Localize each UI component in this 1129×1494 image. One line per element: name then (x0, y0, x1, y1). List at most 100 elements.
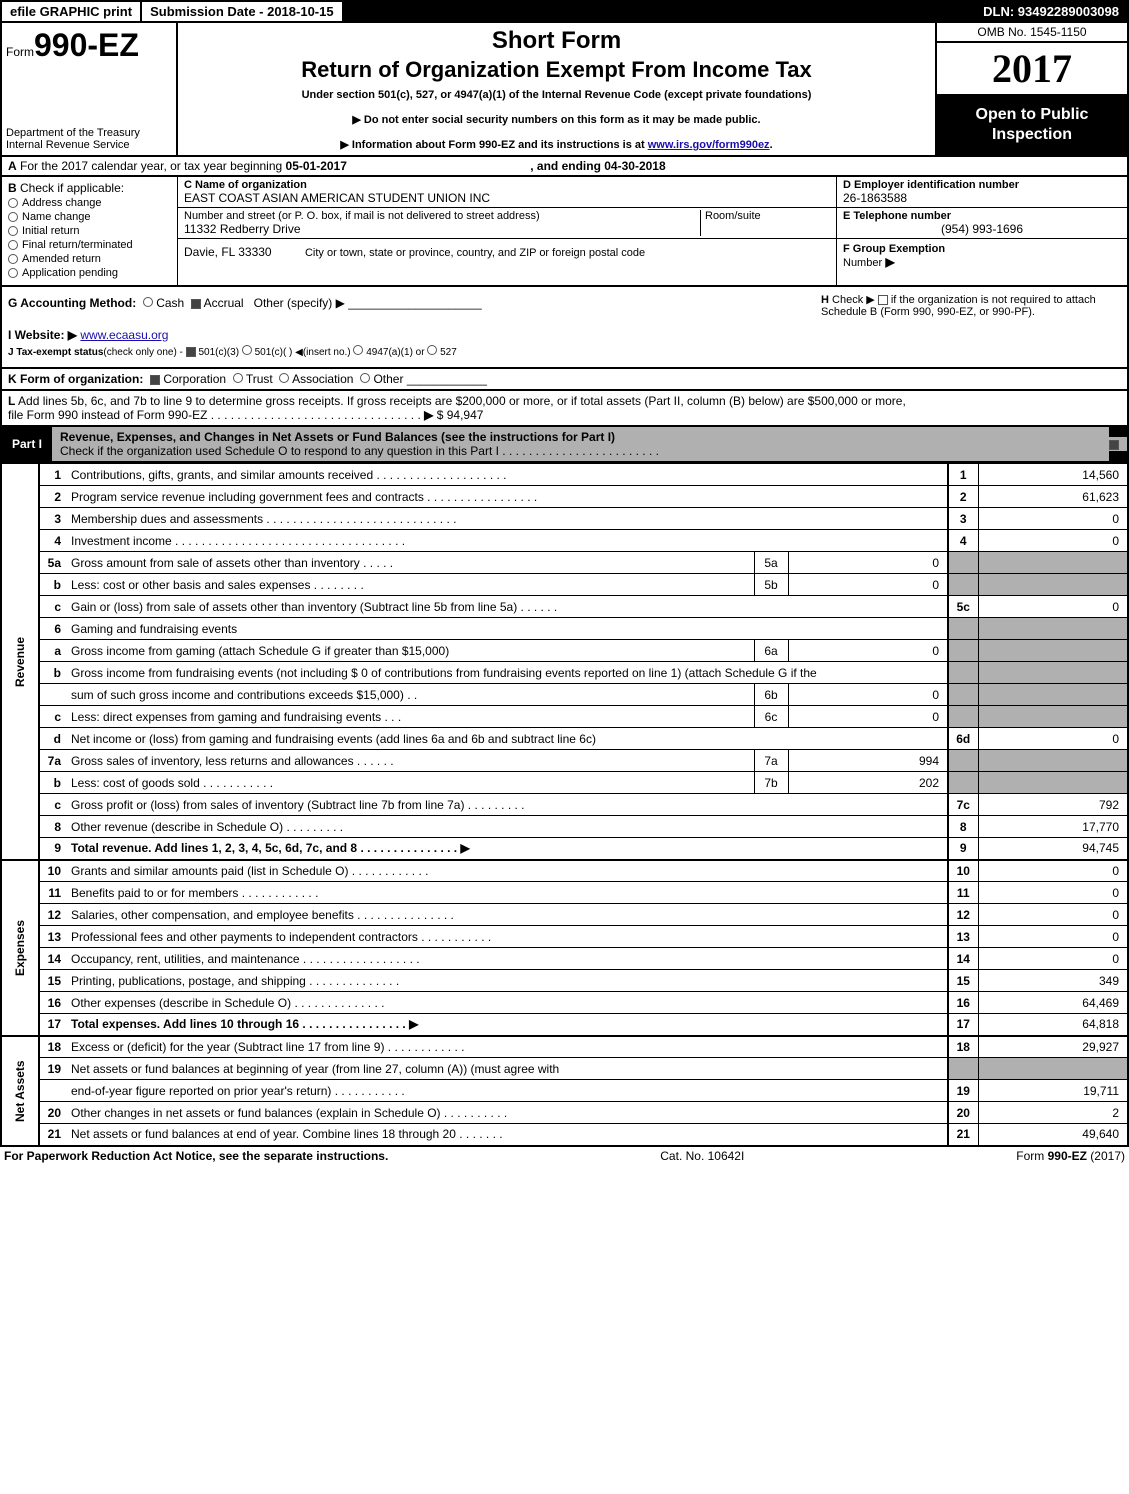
line-desc: Other expenses (describe in Schedule O) … (67, 992, 948, 1014)
checkbox-icon[interactable] (1109, 440, 1119, 450)
checkbox-icon[interactable] (150, 375, 160, 385)
line-number-left (39, 1080, 67, 1102)
radio-icon (8, 198, 18, 208)
label-d: D Employer identification number (843, 179, 1019, 191)
line-number-right (948, 772, 978, 794)
line-number-right: 9 (948, 838, 978, 860)
line-value: 0 (978, 530, 1128, 552)
opt-501c: 501(c)( ) ◀(insert no.) (255, 347, 351, 358)
line-desc: Gain or (loss) from sale of assets other… (67, 596, 948, 618)
opt-other: Other (373, 372, 403, 386)
note2-pre: ▶ Information about Form 990-EZ and its … (340, 139, 647, 151)
line-number-right: 21 (948, 1124, 978, 1146)
radio-icon[interactable] (353, 345, 363, 355)
radio-icon[interactable] (427, 345, 437, 355)
line-number-left (39, 684, 67, 706)
chk-label: Application pending (22, 267, 118, 279)
bcdef-block: B Check if applicable: Address change Na… (0, 177, 1129, 287)
form990ez-link[interactable]: www.irs.gov/form990ez (648, 139, 770, 151)
line-desc: Total expenses. Add lines 10 through 16 … (67, 1014, 948, 1036)
line-number-left: 20 (39, 1102, 67, 1124)
radio-icon[interactable] (360, 373, 370, 383)
line-desc: Grants and similar amounts paid (list in… (67, 860, 948, 882)
line-number-left: 4 (39, 530, 67, 552)
line-number-right: 13 (948, 926, 978, 948)
header-right: OMB No. 1545-1150 2017 Open to Public In… (937, 23, 1127, 155)
opt-4947: 4947(a)(1) or (366, 347, 424, 358)
chk-amended-return[interactable]: Amended return (8, 253, 171, 265)
street-label: Number and street (or P. O. box, if mail… (184, 210, 700, 222)
radio-icon[interactable] (279, 373, 289, 383)
line-desc: Other revenue (describe in Schedule O) .… (67, 816, 948, 838)
radio-icon (8, 212, 18, 222)
checkbox-icon[interactable] (186, 347, 196, 357)
line-number-right (948, 706, 978, 728)
label-k: K Form of organization: (8, 372, 143, 386)
radio-icon[interactable] (242, 345, 252, 355)
room-suite: Room/suite (700, 210, 830, 236)
checkbox-icon[interactable] (191, 299, 201, 309)
mid-line-number: 6b (754, 684, 788, 706)
line-number-left: 21 (39, 1124, 67, 1146)
line-desc: Program service revenue including govern… (67, 486, 948, 508)
org-name-cell: C Name of organization EAST COAST ASIAN … (178, 177, 836, 208)
box-d: D Employer identification number 26-1863… (837, 177, 1127, 208)
line-number-left: 10 (39, 860, 67, 882)
line-number-right (948, 1058, 978, 1080)
label-g: G Accounting Method: (8, 296, 136, 310)
chk-name-change[interactable]: Name change (8, 211, 171, 223)
line-desc: Total revenue. Add lines 1, 2, 3, 4, 5c,… (67, 838, 948, 860)
checkbox-icon[interactable] (878, 295, 888, 305)
section-label: Revenue (1, 464, 39, 860)
line-number-right: 18 (948, 1036, 978, 1058)
dln-number: DLN: 93492289003098 (973, 0, 1129, 23)
h-block: H Check ▶ if the organization is not req… (821, 293, 1121, 318)
chk-application-pending[interactable]: Application pending (8, 267, 171, 279)
line-desc: Benefits paid to or for members . . . . … (67, 882, 948, 904)
line-number-left: 5a (39, 552, 67, 574)
line-number-left: c (39, 596, 67, 618)
line-value (978, 552, 1128, 574)
line-number-right: 16 (948, 992, 978, 1014)
line-value: 0 (978, 926, 1128, 948)
line-value (978, 662, 1128, 684)
part-check (1109, 437, 1127, 451)
form-number: 990-EZ (34, 27, 139, 63)
radio-icon[interactable] (233, 373, 243, 383)
open-to-public: Open to Public Inspection (937, 94, 1127, 155)
label-j: J Tax-exempt status (8, 347, 103, 358)
box-e: E Telephone number (954) 993-1696 (837, 208, 1127, 239)
label-e: E Telephone number (843, 210, 951, 222)
mid-value: 0 (788, 640, 948, 662)
box-f: F Group Exemption Number ▶ (837, 239, 1127, 271)
line-number-right: 4 (948, 530, 978, 552)
radio-icon (8, 254, 18, 264)
form-title: Form990-EZ (6, 27, 172, 64)
city-value: Davie, FL 33330 (184, 245, 272, 259)
line-number-right (948, 662, 978, 684)
line-number-left: 14 (39, 948, 67, 970)
opt-527: 527 (440, 347, 457, 358)
line-desc: end-of-year figure reported on prior yea… (67, 1080, 948, 1102)
line-number-left: 15 (39, 970, 67, 992)
ghij-block: H Check ▶ if the organization is not req… (0, 287, 1129, 369)
ein-value: 26-1863588 (843, 191, 1121, 205)
chk-address-change[interactable]: Address change (8, 197, 171, 209)
line-number-right: 15 (948, 970, 978, 992)
line-desc: Net assets or fund balances at end of ye… (67, 1124, 948, 1146)
mid-value: 202 (788, 772, 948, 794)
row-l: L Add lines 5b, 6c, and 7b to line 9 to … (0, 391, 1129, 427)
line-desc: Printing, publications, postage, and shi… (67, 970, 948, 992)
col-c: C Name of organization EAST COAST ASIAN … (178, 177, 837, 285)
chk-final-return[interactable]: Final return/terminated (8, 239, 171, 251)
row-a: A For the 2017 calendar year, or tax yea… (0, 157, 1129, 177)
l-text1: Add lines 5b, 6c, and 7b to line 9 to de… (18, 394, 906, 408)
line-value: 29,927 (978, 1036, 1128, 1058)
line-number-left: 18 (39, 1036, 67, 1058)
col-def: D Employer identification number 26-1863… (837, 177, 1127, 285)
radio-icon[interactable] (143, 297, 153, 307)
h-check-text: Check ▶ (832, 294, 875, 306)
chk-initial-return[interactable]: Initial return (8, 225, 171, 237)
line-value (978, 684, 1128, 706)
website-link[interactable]: www.ecaasu.org (80, 328, 168, 342)
